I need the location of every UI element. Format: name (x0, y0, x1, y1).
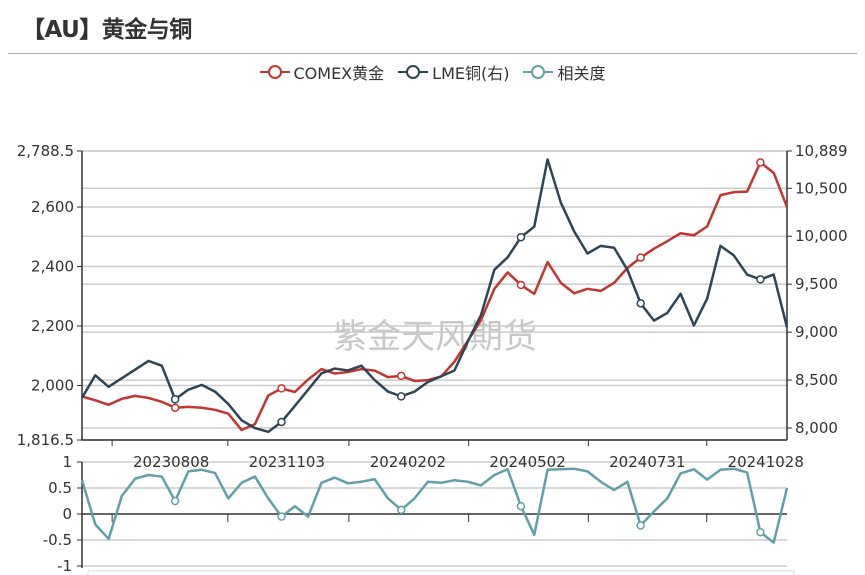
y-lower-tick-label: 0.5 (48, 479, 72, 497)
gold-point (636, 253, 645, 262)
copper-point (516, 232, 526, 242)
copper-line (80, 158, 789, 434)
y-left-tick-label: 2,000 (31, 376, 74, 394)
gold-point (396, 371, 406, 381)
gold-point (516, 280, 526, 290)
y-left-tick-label: 2,600 (31, 198, 74, 216)
y-lower-tick-label: 1 (62, 453, 72, 471)
legend-label: LME铜(右) (432, 64, 510, 83)
y-right-tick-label: 10,889 (795, 142, 848, 160)
y-left-tick-label: 1,816.5 (17, 431, 74, 449)
watermark: 紫金天风期货 (333, 317, 537, 357)
legend-gold-icon (259, 65, 290, 79)
y-left-tick-label: 2,400 (31, 258, 74, 276)
x-tick-label: 20240202 (370, 453, 446, 471)
y-left-tick-label: 2,200 (31, 317, 74, 335)
copper-point (756, 275, 765, 284)
correlation-point (396, 505, 406, 515)
copper-point (170, 394, 180, 404)
legend-correlation-icon (523, 65, 554, 79)
legend-label: COMEX黄金 (293, 64, 385, 83)
y-lower-tick-label: -1 (57, 557, 72, 575)
chart-title: 【AU】黄金与铜 (22, 17, 192, 43)
legend-item-gold[interactable]: COMEX黄金 (259, 60, 385, 84)
copper-point (277, 417, 286, 427)
gold-line (81, 161, 789, 432)
y-right-tick-label: 8,000 (795, 419, 838, 437)
gold-point (170, 403, 180, 412)
x-tick-label: 20240502 (489, 453, 565, 471)
y-right-tick-label: 10,000 (795, 227, 848, 245)
y-lower-tick-label: -0.5 (43, 531, 72, 549)
y-right-tick-label: 10,500 (795, 179, 848, 197)
legend: COMEX黄金 LME铜(右) 相关度 (0, 60, 865, 84)
y-lower-tick-label: 0 (62, 505, 72, 523)
y-right-tick-label: 9,500 (795, 275, 838, 293)
legend-copper-icon (398, 65, 429, 79)
x-tick-label: 20241028 (728, 453, 804, 471)
gold-point (277, 384, 286, 393)
gold-point (756, 158, 765, 167)
correlation-point (636, 521, 645, 530)
y-left-tick-label: 2,788.5 (17, 142, 74, 160)
legend-item-correlation[interactable]: 相关度 (523, 60, 606, 84)
correlation-point (756, 527, 765, 537)
copper-point (636, 299, 645, 308)
title-divider (8, 53, 857, 54)
legend-label: 相关度 (557, 64, 606, 83)
data-zoom-slider (87, 570, 795, 575)
correlation-point (170, 496, 180, 506)
y-right-tick-label: 9,000 (795, 323, 838, 341)
correlation-line (80, 467, 789, 544)
x-tick-label: 20240731 (609, 453, 685, 471)
x-tick-label: 20230808 (133, 453, 209, 471)
correlation-point (516, 501, 526, 511)
legend-item-copper[interactable]: LME铜(右) (398, 60, 509, 84)
y-right-tick-label: 8,500 (795, 371, 838, 389)
copper-point (396, 392, 406, 401)
correlation-point (277, 512, 286, 521)
x-tick-label: 20231103 (249, 453, 325, 471)
